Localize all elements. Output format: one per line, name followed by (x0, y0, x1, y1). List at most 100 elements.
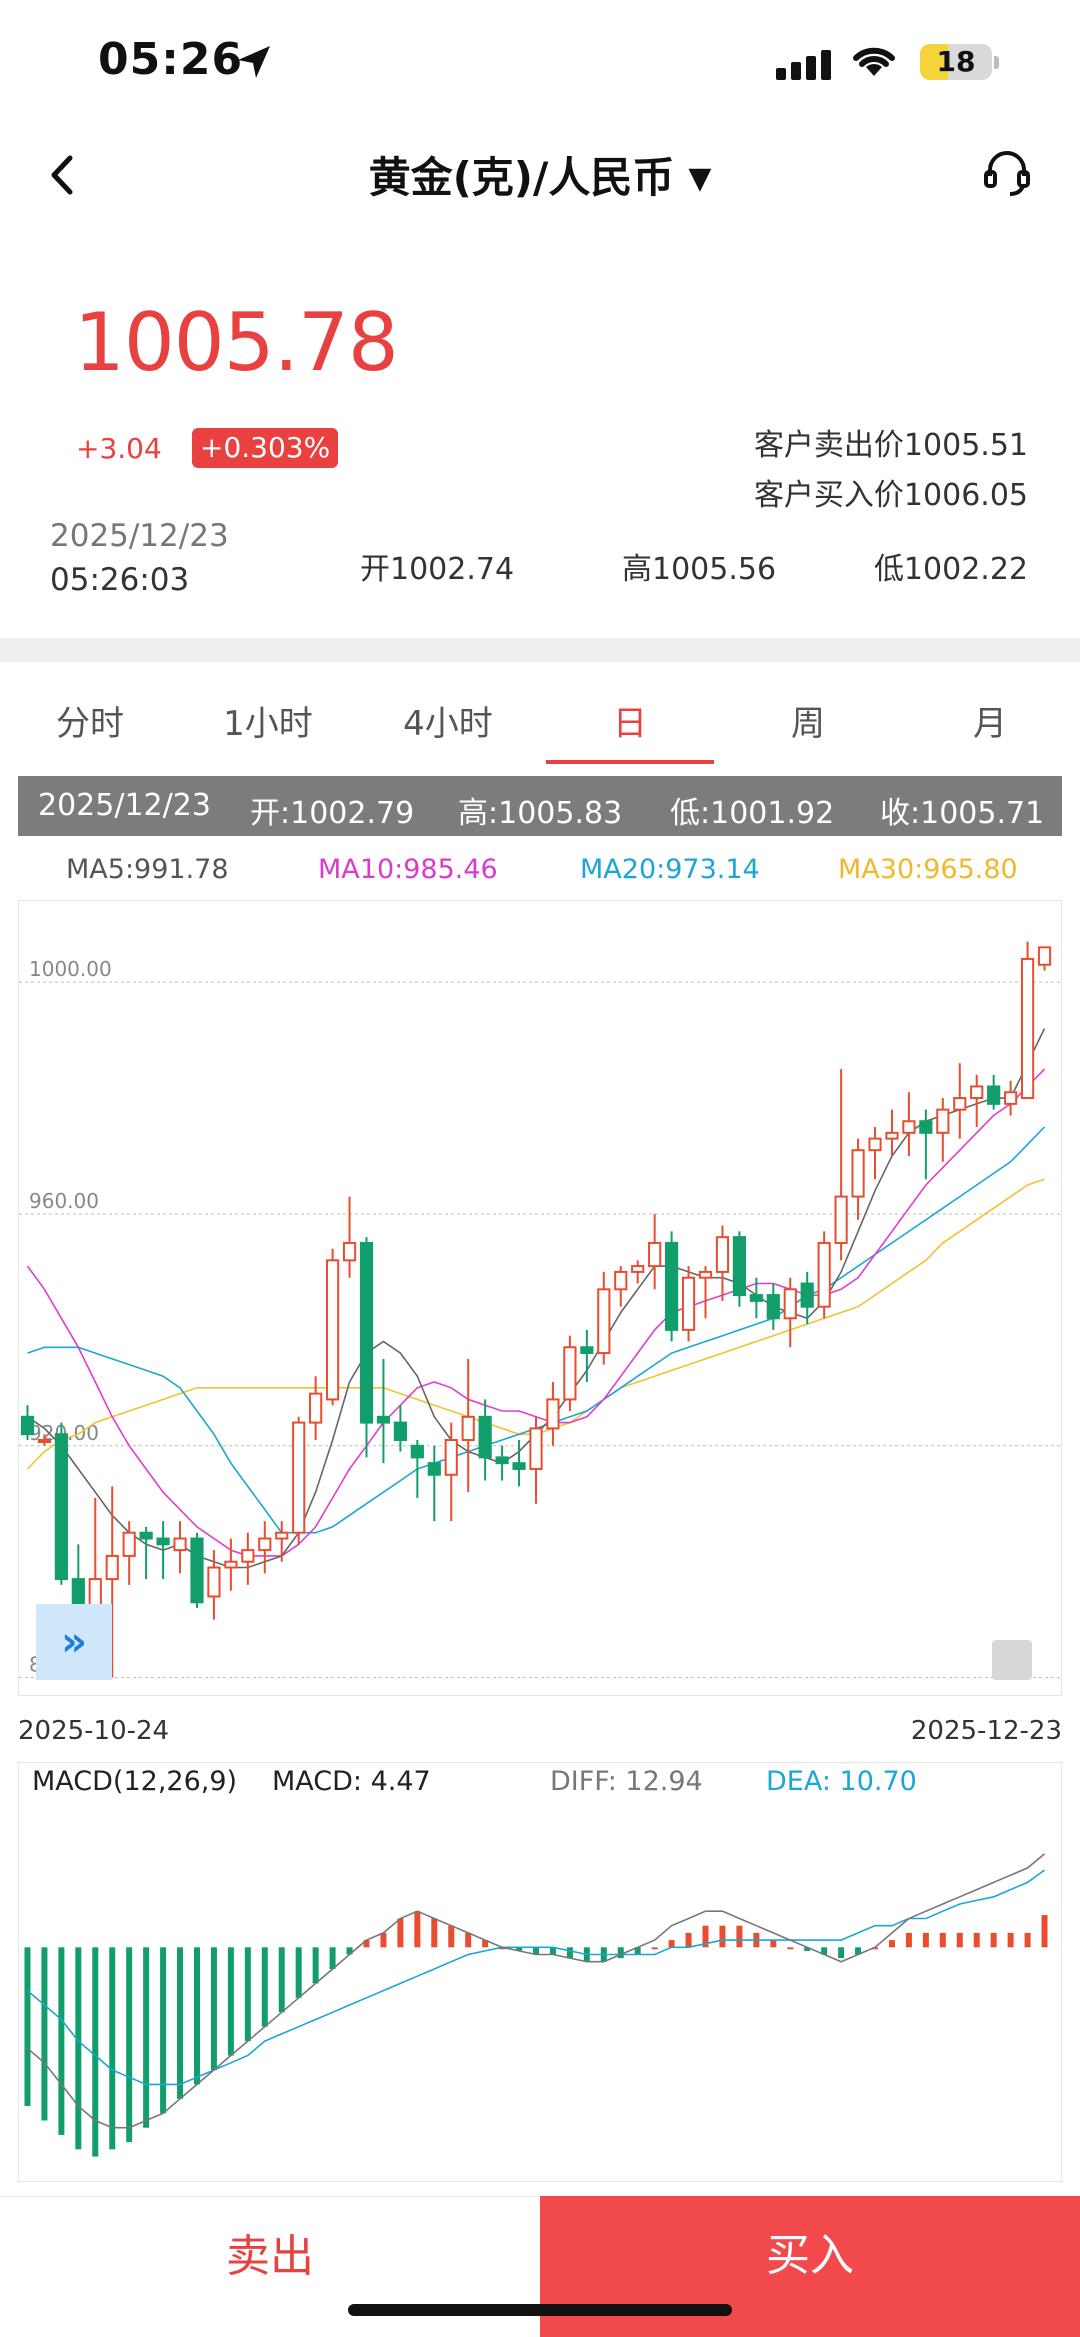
candle-body (20, 1415, 35, 1436)
ohlc-high: 高:1005.83 (458, 796, 623, 831)
macd-histogram-bar (1007, 1932, 1014, 1948)
macd-histogram-bar (533, 1947, 539, 1955)
instrument-title[interactable]: 黄金(克)/人民币 ▼ (0, 144, 1080, 205)
candle-body (851, 1149, 865, 1198)
macd-histogram-bar (312, 1947, 319, 1984)
candle-body (919, 1120, 933, 1134)
candle-body (478, 1415, 492, 1459)
macd-histogram-bar (482, 1940, 489, 1948)
ohlc-info-bar: 2025/12/23 开:1002.79 高:1005.83 低:1001.92… (18, 776, 1062, 836)
candle-body (597, 1288, 611, 1355)
tab-4-hour[interactable]: 4小时 (403, 704, 493, 744)
candle-body (410, 1444, 424, 1459)
macd-histogram-bar (448, 1925, 455, 1948)
macd-histogram-bar (702, 1925, 709, 1948)
candle-body (139, 1531, 153, 1540)
client-buy-price: 客户买入价1006.05 (753, 478, 1028, 513)
candle-body (325, 1259, 340, 1401)
candle-body (614, 1270, 628, 1291)
tab-1-hour[interactable]: 1小时 (223, 704, 313, 744)
section-divider (0, 638, 1080, 662)
ma10-line (26, 1068, 1046, 1557)
macd-histogram-bar (465, 1932, 472, 1948)
candle-body (800, 1282, 814, 1308)
candle-body (834, 1195, 848, 1244)
candle-body (868, 1137, 882, 1152)
macd-histogram-bar (770, 1940, 777, 1948)
candle-body (817, 1241, 831, 1308)
macd-histogram-bar (227, 1947, 234, 2056)
macd-chart[interactable] (18, 1762, 1062, 2182)
macd-histogram-bar (24, 1947, 31, 2107)
high-price: 高1005.56 (622, 552, 777, 587)
tab-week[interactable]: 周 (791, 704, 825, 744)
candle-body (681, 1276, 696, 1331)
tab-month[interactable]: 月 (973, 704, 1007, 744)
candle-body (970, 1085, 984, 1100)
macd-histogram-bar (261, 1947, 268, 2027)
price-change-percent-badge: +0.303% (192, 428, 339, 468)
ma5-legend: MA5:991.78 (66, 854, 229, 885)
battery-indicator: 18 (920, 44, 992, 80)
location-arrow-icon (238, 46, 270, 78)
candle-body (376, 1415, 391, 1424)
macd-histogram-bar (872, 1947, 879, 1950)
candle-body (122, 1531, 136, 1557)
ma30-legend: MA30:965.80 (838, 854, 1018, 885)
macd-histogram-bar (668, 1940, 675, 1948)
candle-body (495, 1456, 509, 1465)
macd-histogram-bar (685, 1932, 692, 1948)
candle-body (529, 1427, 543, 1470)
diff-value: DIFF: 12.94 (550, 1766, 703, 1797)
macd-histogram-bar (838, 1947, 845, 1959)
macd-histogram-bar (193, 1947, 200, 2085)
candle-body (1020, 957, 1035, 1100)
macd-histogram-bar (58, 1947, 65, 2135)
macd-histogram-bar (973, 1932, 980, 1948)
candle-body (207, 1566, 221, 1598)
candle-body (427, 1462, 441, 1476)
candle-body (393, 1421, 407, 1441)
quote-date: 2025/12/23 (50, 518, 229, 554)
buy-button[interactable]: 买入 (540, 2196, 1080, 2337)
macd-histogram-bar (719, 1925, 726, 1948)
macd-histogram-bar (1024, 1932, 1031, 1948)
battery-level: 18 (936, 45, 976, 78)
dea-line (26, 1869, 1045, 2086)
macd-histogram-bar (329, 1947, 336, 1969)
price-change: +3.04 (76, 432, 162, 465)
macd-histogram-bar (888, 1940, 895, 1948)
home-indicator (348, 2304, 732, 2316)
macd-histogram-bar (210, 1947, 217, 2070)
candle-body (461, 1415, 475, 1441)
macd-histogram-bar (736, 1925, 743, 1948)
dea-value: DEA: 10.70 (766, 1766, 917, 1797)
tab-day[interactable]: 日 (613, 704, 647, 744)
macd-histogram-bar (821, 1947, 828, 1955)
macd-histogram-bar (143, 1947, 150, 2128)
candle-body (580, 1346, 594, 1355)
wifi-icon (853, 47, 895, 76)
candle-body (54, 1433, 68, 1581)
current-price: 1005.78 (74, 296, 399, 389)
macd-histogram-bar (380, 1932, 387, 1948)
candle-body (732, 1236, 747, 1297)
expand-history-button[interactable]: » (36, 1604, 112, 1680)
candle-body (665, 1241, 679, 1331)
candle-body (292, 1421, 306, 1534)
candle-body (936, 1108, 950, 1134)
ma10-legend: MA10:985.46 (318, 854, 498, 885)
candle-body (156, 1537, 170, 1546)
candle-body (342, 1241, 357, 1262)
candle-body (359, 1241, 374, 1424)
candle-body (546, 1398, 560, 1430)
macd-histogram-bar (41, 1947, 48, 2121)
tab-timeshare[interactable]: 分时 (56, 704, 124, 744)
fullscreen-icon[interactable] (992, 1640, 1032, 1680)
candle-body (902, 1120, 916, 1134)
back-chevron-icon[interactable] (44, 150, 80, 200)
candle-body (563, 1346, 577, 1401)
customer-service-icon[interactable] (980, 148, 1034, 198)
candle-body (953, 1097, 967, 1111)
